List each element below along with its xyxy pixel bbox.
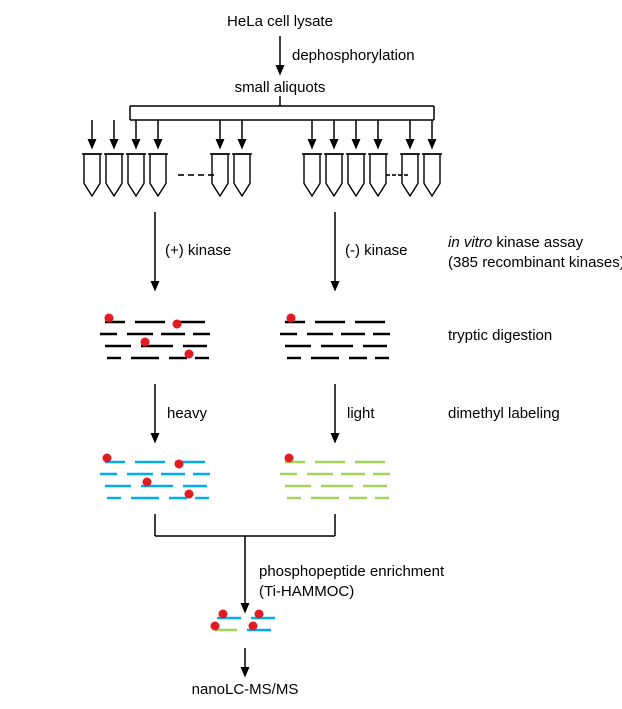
label-heavy: heavy: [167, 405, 208, 422]
label-tryptic: tryptic digestion: [448, 327, 552, 344]
label-enrich1: phosphopeptide enrichment: [259, 563, 445, 580]
label-nanolc: nanoLC-MS/MS: [192, 681, 299, 698]
label-enrich2: (Ti-HAMMOC): [259, 583, 354, 600]
label-dimethyl: dimethyl labeling: [448, 405, 560, 422]
label-plus-kinase: (+) kinase: [165, 242, 231, 259]
label-light: light: [347, 405, 375, 422]
label-minus-kinase: (-) kinase: [345, 242, 408, 259]
label-assay-line2: (385 recombinant kinases): [448, 254, 622, 271]
label-aliquots: small aliquots: [235, 79, 326, 96]
label-dephos: dephosphorylation: [292, 47, 415, 64]
label-assay: in vitro kinase assay: [448, 234, 584, 251]
workflow-diagram: HeLa cell lysate dephosphorylation small a…: [0, 0, 622, 709]
label-hela: HeLa cell lysate: [227, 13, 333, 30]
